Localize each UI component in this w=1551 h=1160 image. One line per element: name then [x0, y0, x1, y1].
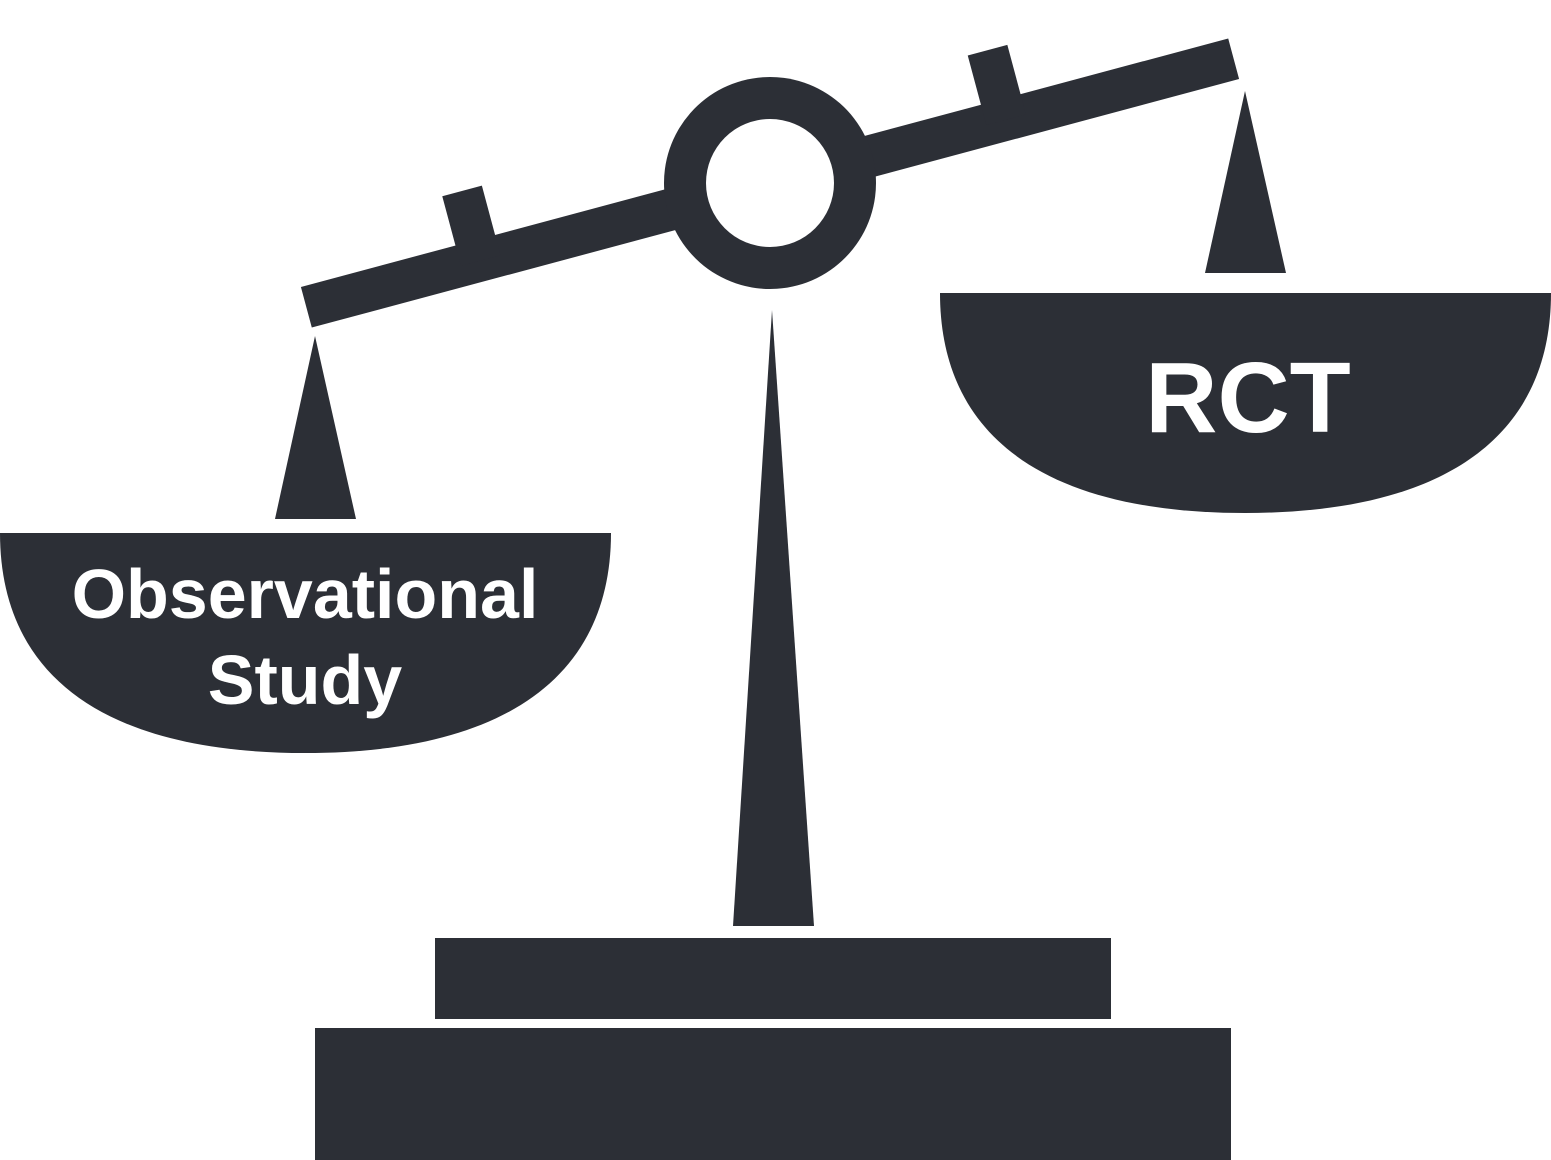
- scale-base-lower: [315, 1028, 1231, 1160]
- left-pan-label-line1: Observational: [72, 555, 539, 633]
- scale-pivot-hole: [706, 119, 834, 247]
- right-pan-label: RCT: [1145, 342, 1351, 454]
- left-pan-hanger: [275, 336, 356, 519]
- scale-pillar: [733, 310, 814, 926]
- left-pan-label-line2: Study: [208, 641, 403, 719]
- right-pan-hanger: [1205, 91, 1286, 273]
- scale-base-upper: [435, 938, 1111, 1019]
